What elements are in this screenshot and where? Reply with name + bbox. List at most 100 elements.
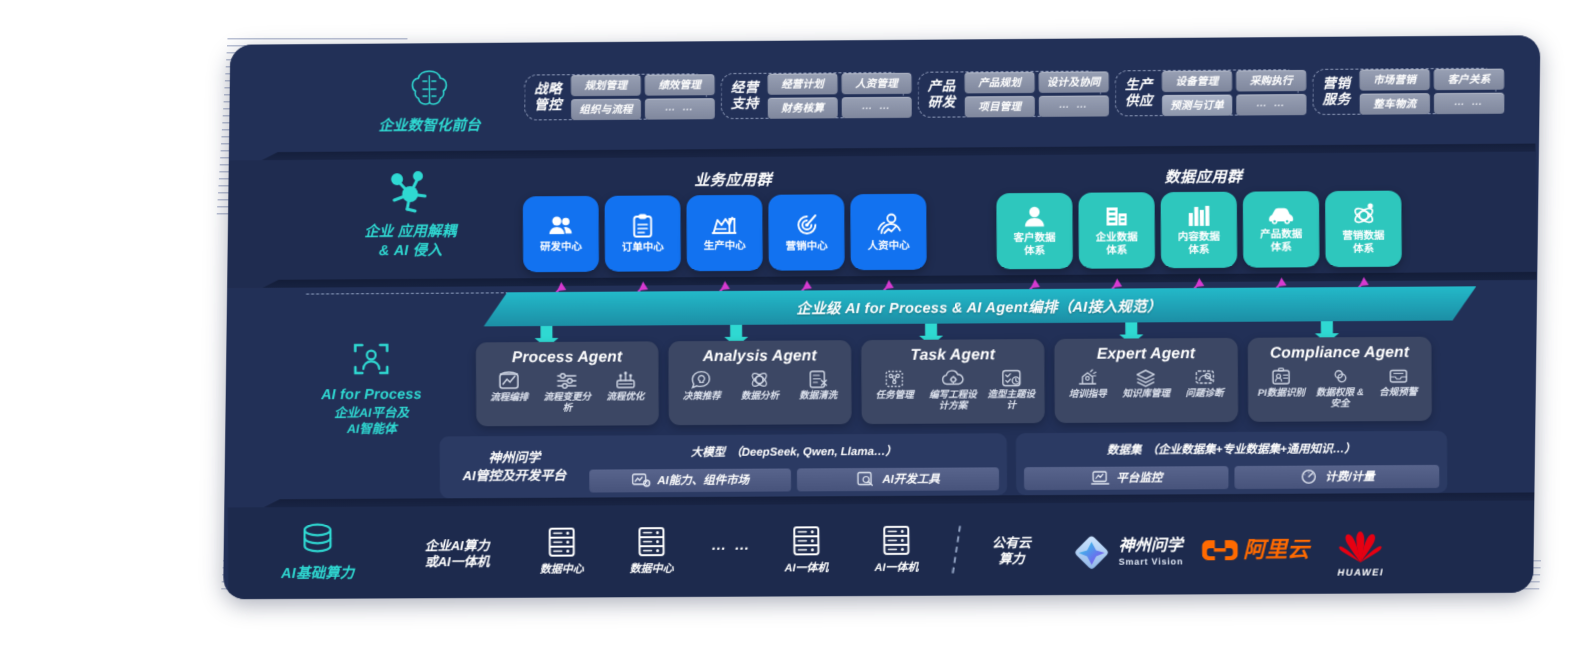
app-card-label: 生产中心 bbox=[703, 240, 746, 253]
task-net-icon bbox=[885, 370, 904, 388]
domain-chip[interactable]: 经营计划 bbox=[767, 72, 838, 95]
infra-node-datacenter-2[interactable]: 数据中心 bbox=[612, 525, 692, 577]
agent-card-compliance[interactable]: Compliance Agent PI数据识别 bbox=[1247, 336, 1432, 422]
agent-feature-label: 流程优化 bbox=[606, 391, 645, 403]
logo-huawei[interactable]: HUAWEI bbox=[1337, 530, 1385, 579]
domain-chip[interactable]: 项目管理 bbox=[964, 95, 1035, 117]
target-icon bbox=[797, 214, 817, 235]
agent-feature[interactable]: 合规预警 bbox=[1370, 366, 1427, 410]
molecule-icon bbox=[391, 171, 428, 213]
domain-chip-more[interactable]: … … bbox=[1433, 92, 1505, 114]
agent-card-analysis[interactable]: Analysis Agent 决策推荐 数据分析 bbox=[668, 340, 852, 426]
domain-chip-more[interactable]: … … bbox=[1236, 93, 1307, 116]
agent-feature[interactable]: 数据清洗 bbox=[790, 369, 847, 402]
agent-feature[interactable]: 编写工程设计方案 bbox=[925, 368, 982, 412]
domain-chip[interactable]: 设备管理 bbox=[1161, 70, 1233, 92]
domain-group-rnd[interactable]: 产品 研发 产品规划 设计及协同 项目管理 … … bbox=[917, 70, 1109, 118]
infra-label: AI一体机 bbox=[874, 561, 919, 575]
logo-label: 神州问学 bbox=[1118, 537, 1183, 555]
agent-feature-label: 流程变更分析 bbox=[543, 391, 592, 414]
platform-item-ai-market[interactable]: AI能力、组件市场 bbox=[589, 467, 792, 493]
infra-node-ai-appliance-2[interactable]: AI一体机 bbox=[856, 524, 936, 576]
agent-card-task[interactable]: Task Agent 任务管理 bbox=[861, 339, 1045, 425]
platform-item-monitor[interactable]: 平台监控 bbox=[1024, 465, 1229, 490]
data-card-enterprise[interactable]: 企业数据 体系 bbox=[1078, 192, 1156, 269]
domain-chip-more[interactable]: … … bbox=[841, 96, 912, 118]
bars-icon bbox=[1188, 205, 1210, 226]
domain-chip[interactable]: 人资管理 bbox=[841, 72, 912, 94]
domain-chip[interactable]: 整车物流 bbox=[1359, 92, 1431, 115]
platform-item-label: AI能力、组件市场 bbox=[657, 474, 750, 488]
sliders-icon bbox=[558, 373, 578, 390]
agent-feature[interactable]: 知识库管理 bbox=[1118, 367, 1175, 400]
agent-feature[interactable]: 流程变更分析 bbox=[539, 371, 595, 415]
domain-chip-more[interactable]: … … bbox=[644, 97, 715, 120]
data-card-customer[interactable]: 客户数据 体系 bbox=[996, 192, 1073, 270]
agent-feature[interactable]: 流程编排 bbox=[481, 371, 537, 415]
rail-front-office: 企业数智化前台 bbox=[330, 67, 530, 137]
data-card-marketing[interactable]: 营销数据 体系 bbox=[1325, 190, 1402, 268]
logo-label: HUAWEI bbox=[1337, 567, 1385, 579]
agent-feature[interactable]: 任务管理 bbox=[866, 369, 923, 413]
domain-chip[interactable]: 设计及协同 bbox=[1038, 70, 1109, 93]
platform-dataset-bar[interactable]: 数据集 （企业数据集+专业数据集+通用知识…） bbox=[1024, 436, 1439, 461]
bulb-chat-icon bbox=[692, 371, 711, 390]
domain-group-production[interactable]: 生产 供应 设备管理 采购执行 预测与订单 … … bbox=[1114, 69, 1307, 117]
id-card-icon bbox=[1270, 367, 1292, 387]
domain-group-strategy[interactable]: 战略 管控 规划管理 绩效管理 组织与流程 … … bbox=[523, 73, 715, 121]
people-icon bbox=[550, 217, 573, 235]
checklist-clock-icon bbox=[1001, 369, 1020, 387]
app-card-order-center[interactable]: 订单中心 bbox=[604, 195, 681, 272]
agent-feature[interactable]: 数据分析 bbox=[732, 370, 788, 403]
agent-feature[interactable]: 数据权限 & 安全 bbox=[1311, 366, 1368, 410]
data-card-content[interactable]: 内容数据 体系 bbox=[1160, 191, 1238, 269]
platform-item-billing[interactable]: 计费/计量 bbox=[1234, 464, 1440, 489]
data-card-product[interactable]: 产品数据 体系 bbox=[1242, 191, 1320, 268]
infra-label: 公有云 算力 bbox=[991, 535, 1032, 567]
platform-item-dev-tools[interactable]: AI开发工具 bbox=[796, 466, 1000, 491]
diagnose-icon bbox=[1194, 367, 1216, 387]
domain-chip[interactable]: 财务核算 bbox=[767, 96, 838, 119]
server-icon bbox=[883, 525, 910, 555]
agent-title: Compliance Agent bbox=[1269, 343, 1410, 362]
infra-label: 企业AI算力 或AI一体机 bbox=[424, 538, 490, 570]
agent-title: Process Agent bbox=[511, 348, 623, 367]
platform-strip-left: 神州问学 AI管控及开发平台 大模型 （DeepSeek, Qwen, Llam… bbox=[439, 433, 1008, 499]
huawei-logo-mark bbox=[1339, 531, 1382, 563]
app-card-hr-center[interactable]: 人资中心 bbox=[850, 193, 927, 271]
agent-card-process[interactable]: Process Agent 流程编排 bbox=[475, 341, 659, 427]
agent-card-expert[interactable]: Expert Agent 培训指导 bbox=[1054, 337, 1239, 423]
domain-chip[interactable]: 组织与流程 bbox=[571, 98, 641, 120]
domain-group-marketing[interactable]: 营销 服务 市场营销 客户关系 整车物流 … … bbox=[1312, 67, 1505, 116]
agent-feature-label: 数据清洗 bbox=[799, 390, 838, 402]
domain-chip[interactable]: 规划管理 bbox=[570, 74, 641, 96]
person-scan-icon bbox=[354, 344, 390, 376]
domain-chip[interactable]: 客户关系 bbox=[1433, 68, 1505, 90]
logo-aliyun[interactable]: 阿里云 bbox=[1201, 537, 1309, 563]
domain-chip[interactable]: 市场营销 bbox=[1359, 68, 1430, 91]
infra-node-ai-appliance-1[interactable]: AI一体机 bbox=[766, 524, 846, 576]
platform-item-label: 平台监控 bbox=[1116, 472, 1163, 485]
agent-feature[interactable]: 培训指导 bbox=[1059, 368, 1116, 401]
app-card-marketing-center[interactable]: 营销中心 bbox=[768, 194, 845, 271]
domain-chip-more[interactable]: … … bbox=[1038, 94, 1109, 117]
agent-feature[interactable]: 决策推荐 bbox=[673, 370, 729, 403]
agent-feature[interactable]: 造型主题设计 bbox=[983, 368, 1040, 412]
infra-node-datacenter-1[interactable]: 数据中心 bbox=[522, 525, 602, 577]
agent-feature[interactable]: 问题诊断 bbox=[1176, 367, 1233, 400]
domain-chip[interactable]: 采购执行 bbox=[1236, 69, 1307, 92]
logo-shenzhou-wenxue[interactable]: 神州问学 Smart Vision bbox=[1071, 532, 1183, 573]
platform-llm-bar[interactable]: 大模型 （DeepSeek, Qwen, Llama…） bbox=[589, 439, 999, 464]
domain-chip[interactable]: 产品规划 bbox=[964, 71, 1035, 93]
agent-feature[interactable]: 流程优化 bbox=[597, 370, 653, 414]
app-card-rnd-center[interactable]: 研发中心 bbox=[522, 195, 600, 273]
agent-feature[interactable]: PI数据识别 bbox=[1253, 366, 1310, 410]
factory-icon bbox=[712, 216, 737, 235]
domain-chip[interactable]: 预测与订单 bbox=[1161, 94, 1233, 116]
app-card-production-center[interactable]: 生产中心 bbox=[686, 194, 763, 272]
infra-label: 数据中心 bbox=[539, 563, 584, 576]
domain-group-operations[interactable]: 经营 支持 经营计划 人资管理 财务核算 … … bbox=[720, 71, 912, 120]
domain-chip[interactable]: 绩效管理 bbox=[644, 73, 715, 96]
agent-feature-label: 流程编排 bbox=[490, 392, 529, 404]
agent-feature-label: 知识库管理 bbox=[1122, 388, 1171, 400]
